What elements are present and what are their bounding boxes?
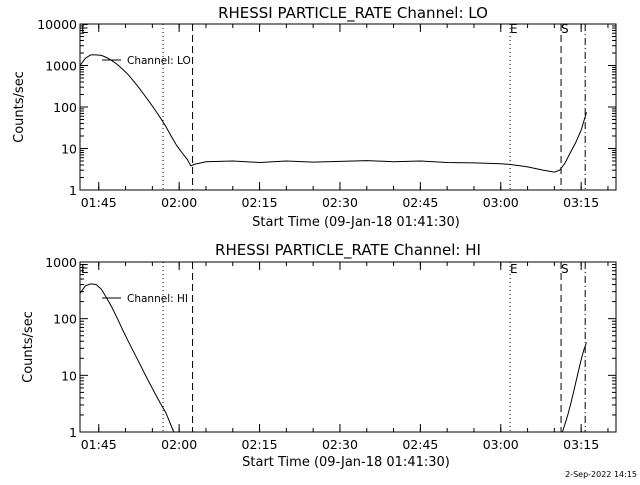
vlines-lo (162, 24, 586, 190)
x-tick-label: 03:15 (563, 437, 599, 452)
x-tick-label: 02:15 (242, 437, 278, 452)
x-tick-label: 02:00 (161, 437, 197, 452)
y-tick-label: 1 (69, 425, 77, 440)
x-tick-label: 02:30 (322, 195, 358, 210)
marker-e-left-lo: E (81, 22, 89, 36)
tick-marks-lo (80, 23, 616, 191)
y-tick-label: 100 (53, 100, 77, 115)
marker-e-right-lo: E (510, 22, 518, 36)
y-tick-label: 1000 (45, 255, 77, 270)
series-lines-hi (79, 283, 587, 433)
y-tick-label: 1 (69, 183, 77, 198)
x-tick-labels-lo: 01:45 02:00 02:15 02:30 02:45 03:00 03:15 (81, 195, 599, 210)
y-tick-labels-hi: 1 10 100 1000 (45, 255, 77, 440)
marker-s-hi: S (561, 262, 569, 276)
y-tick-label: 10 (61, 368, 77, 383)
footer-timestamp: 2-Sep-2022 14:15 (565, 470, 637, 479)
tick-marks-hi (80, 261, 616, 433)
panel-hi: RHESSI PARTICLE_RATE Channel: HI 01:45 02… (21, 241, 617, 470)
chart-title-hi: RHESSI PARTICLE_RATE Channel: HI (215, 241, 481, 260)
x-tick-label: 02:45 (402, 437, 438, 452)
x-tick-label: 03:15 (563, 195, 599, 210)
y-tick-label: 100 (53, 312, 77, 327)
y-tick-labels-lo: 1 10 100 1000 10000 (37, 17, 77, 198)
x-axis-label-hi: Start Time (09-Jan-18 01:41:30) (242, 455, 450, 470)
y-tick-label: 1000 (45, 59, 77, 74)
plot-frame-hi (79, 261, 617, 433)
marker-s-lo: S (561, 22, 569, 36)
y-tick-label: 10000 (37, 17, 77, 32)
vlines-hi (162, 262, 586, 432)
marker-e-left-hi: E (81, 262, 89, 276)
x-axis-label-lo: Start Time (09-Jan-18 01:41:30) (252, 215, 460, 230)
x-tick-label: 03:00 (483, 437, 519, 452)
series-line-0 (79, 54, 587, 173)
series-line-1 (561, 342, 587, 433)
legend-label-hi: Channel: HI (127, 293, 188, 305)
x-tick-labels-hi: 01:45 02:00 02:15 02:30 02:45 03:00 03:15 (81, 437, 599, 452)
x-tick-label: 02:45 (402, 195, 438, 210)
series-lines-lo (79, 54, 587, 173)
y-tick-label: 10 (61, 142, 77, 157)
x-tick-label: 02:30 (322, 437, 358, 452)
chart-title-lo: RHESSI PARTICLE_RATE Channel: LO (218, 4, 488, 23)
series-line-0 (79, 283, 175, 433)
y-axis-label-lo: Counts/sec (12, 71, 27, 143)
legend-label-lo: Channel: LO (127, 55, 191, 67)
x-tick-label: 02:15 (242, 195, 278, 210)
marker-e-right-hi: E (510, 262, 518, 276)
x-tick-label: 03:00 (483, 195, 519, 210)
plot-frame-lo (79, 23, 617, 191)
panel-lo: RHESSI PARTICLE_RATE Channel: LO 01:45 02… (12, 4, 617, 230)
x-tick-label: 01:45 (81, 195, 117, 210)
x-tick-label: 01:45 (81, 437, 117, 452)
x-tick-label: 02:00 (161, 195, 197, 210)
y-axis-label-hi: Counts/sec (21, 311, 36, 383)
